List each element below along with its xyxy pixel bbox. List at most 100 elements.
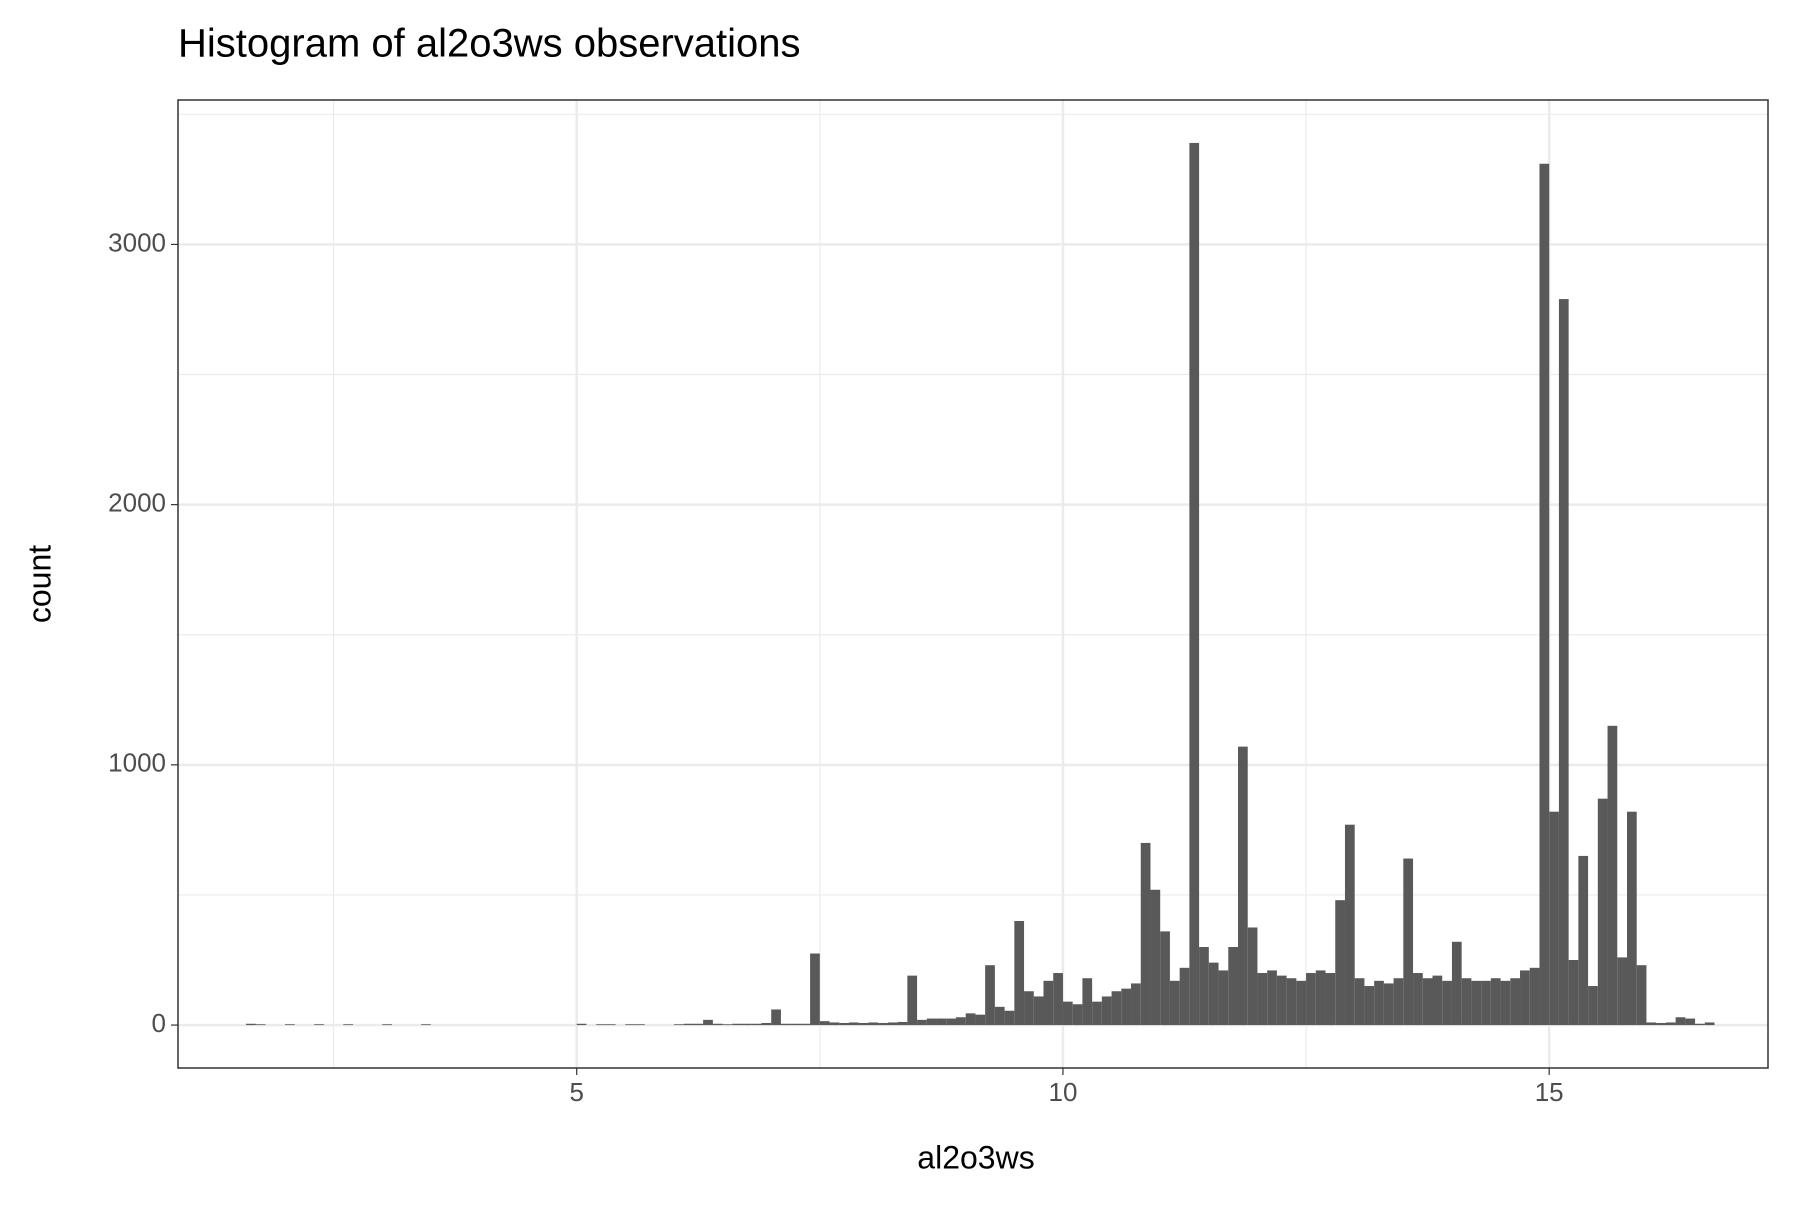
bar bbox=[1656, 1022, 1666, 1026]
bar bbox=[732, 1023, 743, 1026]
bar bbox=[810, 953, 820, 1026]
bar bbox=[1510, 978, 1521, 1026]
bar bbox=[1500, 980, 1511, 1026]
bar bbox=[1626, 811, 1637, 1026]
bar bbox=[1014, 920, 1025, 1026]
bar bbox=[1354, 978, 1365, 1026]
bar bbox=[897, 1021, 908, 1026]
bar bbox=[1053, 973, 1063, 1026]
bar bbox=[255, 1024, 266, 1026]
bar bbox=[790, 1023, 801, 1026]
bar bbox=[1695, 1023, 1705, 1026]
bar bbox=[936, 1018, 947, 1026]
bar bbox=[673, 1024, 684, 1026]
bar bbox=[1140, 842, 1151, 1026]
bar bbox=[1393, 978, 1404, 1026]
bar bbox=[1665, 1022, 1676, 1026]
bar bbox=[975, 1014, 986, 1026]
bar bbox=[878, 1022, 888, 1026]
bar bbox=[849, 1022, 859, 1026]
bar bbox=[1597, 798, 1608, 1026]
bar bbox=[1306, 973, 1316, 1026]
bar bbox=[1257, 973, 1268, 1026]
bar bbox=[771, 1009, 781, 1026]
bar bbox=[1296, 980, 1307, 1026]
bar bbox=[1033, 996, 1044, 1026]
bar bbox=[1160, 931, 1170, 1026]
bar bbox=[1490, 978, 1501, 1026]
bar bbox=[1131, 983, 1141, 1026]
bar bbox=[1325, 973, 1336, 1026]
bar bbox=[1374, 980, 1384, 1026]
bar bbox=[1461, 978, 1472, 1026]
bar bbox=[1267, 970, 1277, 1026]
bar bbox=[596, 1024, 606, 1026]
bar bbox=[1082, 978, 1093, 1026]
bar bbox=[284, 1024, 295, 1026]
bar bbox=[1413, 973, 1423, 1026]
bar bbox=[683, 1023, 694, 1026]
bar bbox=[1607, 725, 1618, 1026]
bar bbox=[1062, 1001, 1073, 1026]
bar bbox=[1335, 900, 1345, 1026]
bar bbox=[1685, 1018, 1696, 1026]
bar bbox=[703, 1019, 713, 1026]
bar bbox=[994, 1006, 1005, 1026]
bar bbox=[965, 1013, 976, 1026]
bar bbox=[1072, 1004, 1083, 1026]
bar bbox=[1092, 1001, 1102, 1026]
bar bbox=[1578, 855, 1589, 1026]
bar bbox=[693, 1023, 704, 1026]
bar bbox=[421, 1024, 431, 1026]
y-tick-label: 3000 bbox=[108, 227, 166, 257]
bar bbox=[1101, 996, 1112, 1026]
bar bbox=[1276, 975, 1287, 1026]
bar bbox=[1451, 941, 1462, 1026]
bar bbox=[1549, 811, 1559, 1026]
bar bbox=[1286, 978, 1297, 1026]
bar bbox=[868, 1022, 879, 1026]
bar bbox=[1238, 746, 1248, 1026]
bar bbox=[858, 1022, 869, 1026]
bar bbox=[917, 1019, 927, 1026]
bar bbox=[635, 1024, 645, 1026]
bar bbox=[761, 1022, 772, 1026]
bar bbox=[1004, 1010, 1015, 1026]
bar bbox=[1218, 970, 1229, 1026]
x-tick-label: 15 bbox=[1535, 1077, 1564, 1107]
bar bbox=[1558, 299, 1569, 1026]
bar bbox=[1422, 978, 1433, 1026]
x-axis-label: al2o3ws bbox=[917, 1139, 1034, 1175]
bar bbox=[1169, 980, 1180, 1026]
bar bbox=[246, 1023, 256, 1026]
y-tick-label: 0 bbox=[152, 1008, 166, 1038]
bar bbox=[712, 1023, 723, 1026]
bar bbox=[343, 1024, 354, 1026]
plot-border bbox=[177, 99, 1769, 1069]
bar bbox=[1179, 967, 1190, 1026]
bar bbox=[829, 1022, 840, 1026]
bar bbox=[314, 1024, 324, 1026]
bar bbox=[955, 1017, 966, 1026]
bar bbox=[382, 1024, 392, 1026]
bar bbox=[780, 1023, 791, 1026]
bar bbox=[1636, 965, 1647, 1026]
bar bbox=[1208, 962, 1219, 1026]
bar bbox=[1315, 970, 1326, 1026]
bar bbox=[1043, 980, 1054, 1026]
bar bbox=[1568, 960, 1579, 1026]
y-axis-label: count bbox=[21, 545, 57, 623]
bar bbox=[800, 1023, 811, 1026]
chart-title: Histogram of al2o3ws observations bbox=[178, 22, 801, 66]
x-tick-label: 5 bbox=[569, 1077, 583, 1107]
bar bbox=[1024, 991, 1034, 1026]
bar bbox=[1111, 991, 1122, 1026]
y-tick-label: 2000 bbox=[108, 488, 166, 518]
bar bbox=[1199, 947, 1209, 1026]
bar bbox=[1442, 980, 1452, 1026]
bar bbox=[946, 1018, 956, 1026]
bar bbox=[742, 1023, 752, 1026]
bar bbox=[1704, 1022, 1715, 1026]
bar bbox=[722, 1024, 733, 1026]
